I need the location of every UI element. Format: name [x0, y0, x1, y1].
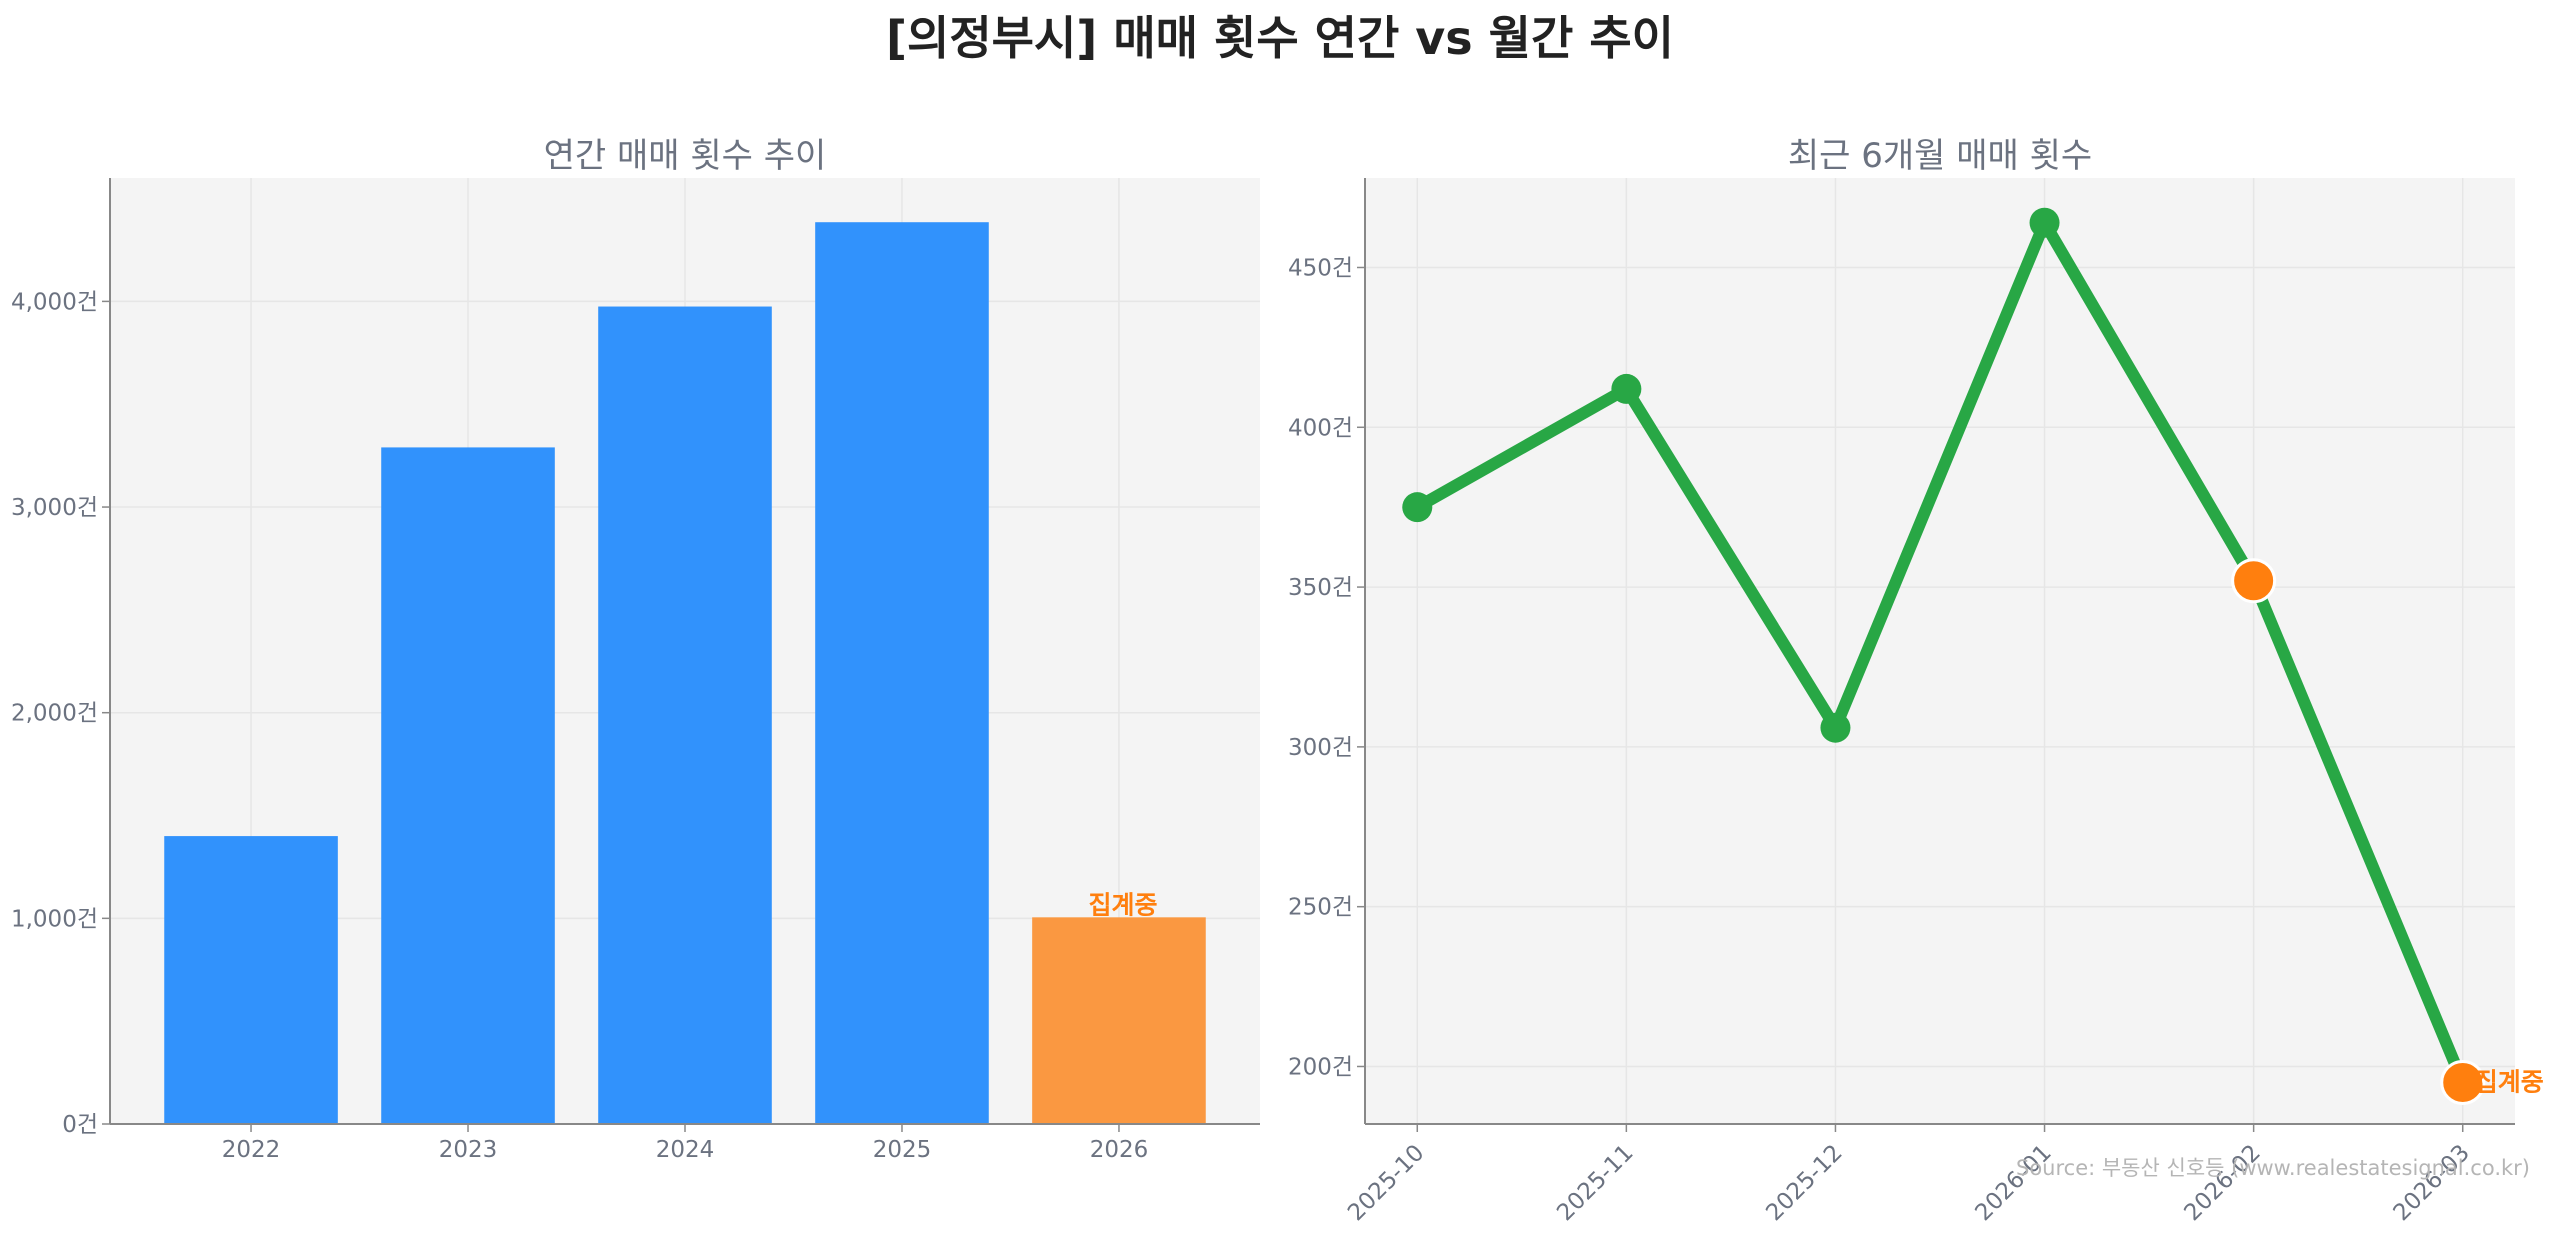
monthly-y-tick-label: 300건	[1288, 735, 1353, 761]
monthly-y-tick-label: 250건	[1288, 895, 1353, 921]
monthly-y-tick-label: 400건	[1288, 415, 1353, 441]
monthly-pending-label: 집계중	[2475, 1067, 2544, 1096]
monthly-chart: 200건 250건 300건 350건 400건 450건 2025-10 2025-11 2…	[1288, 136, 2544, 1226]
annual-x-tick-label: 2022	[222, 1137, 281, 1163]
monthly-chart-title: 최근 6개월 매매 횟수	[1788, 136, 2092, 176]
figure-title: [의정부시] 매매 횟수 연간 vs 월간 추이	[886, 11, 1674, 65]
monthly-y-ticks: 200건 250건 300건 350건 400건 450건	[1288, 255, 1365, 1080]
monthly-y-tick-label: 450건	[1288, 255, 1353, 281]
monthly-series-line	[1411, 216, 2469, 1089]
annual-y-tick-label: 3,000건	[11, 495, 98, 521]
annual-pending-label: 집계중	[1088, 890, 1157, 919]
annual-y-tick-label: 4,000건	[11, 289, 98, 315]
annual-bars	[164, 222, 1206, 1125]
monthly-point-pending	[2231, 558, 2277, 604]
monthly-point	[2029, 207, 2060, 238]
annual-x-tick-label: 2023	[439, 1137, 498, 1163]
monthly-x-tick-label: 2025-10	[1343, 1140, 1429, 1226]
annual-annotations: 집계중	[1088, 890, 1157, 919]
annual-bar-2023	[381, 447, 555, 1124]
monthly-point-pending	[2440, 1059, 2486, 1105]
annual-x-tick-label: 2024	[656, 1137, 715, 1163]
annual-bar-2025	[815, 222, 989, 1124]
monthly-x-tick-label: 2026-01	[1970, 1140, 2056, 1226]
annual-x-ticks: 2022 2023 2024 2025 2026	[222, 1124, 1148, 1163]
monthly-y-tick-label: 200건	[1288, 1054, 1353, 1080]
annual-x-tick-label: 2025	[873, 1137, 932, 1163]
monthly-x-tick-label: 2025-12	[1761, 1140, 1847, 1226]
monthly-point	[1402, 492, 1433, 523]
annual-bar-2026	[1032, 917, 1206, 1124]
monthly-point	[1820, 712, 1851, 743]
monthly-x-tick-label: 2026-03	[2389, 1140, 2475, 1226]
annual-y-ticks: 0건 1,000건 2,000건 3,000건 4,000건	[11, 289, 110, 1138]
annual-y-tick-label: 2,000건	[11, 701, 98, 727]
monthly-x-tick-label: 2025-11	[1552, 1140, 1638, 1226]
annual-x-tick-label: 2026	[1090, 1137, 1149, 1163]
monthly-annotations: 집계중	[2475, 1067, 2544, 1096]
annual-bar-2022	[164, 836, 338, 1124]
annual-y-tick-label: 0건	[62, 1112, 98, 1138]
monthly-points	[1402, 207, 2486, 1105]
monthly-plot-area	[1365, 178, 2515, 1124]
annual-y-tick-label: 1,000건	[11, 906, 98, 932]
monthly-x-tick-label: 2026-02	[2180, 1140, 2266, 1226]
monthly-point	[1611, 373, 1642, 404]
monthly-y-tick-label: 350건	[1288, 575, 1353, 601]
source-credit: Source: 부동산 신호등 (www.realestatesignal.co…	[2016, 1156, 2530, 1180]
annual-bar-2024	[598, 306, 772, 1125]
annual-chart-title: 연간 매매 횟수 추이	[544, 136, 827, 176]
